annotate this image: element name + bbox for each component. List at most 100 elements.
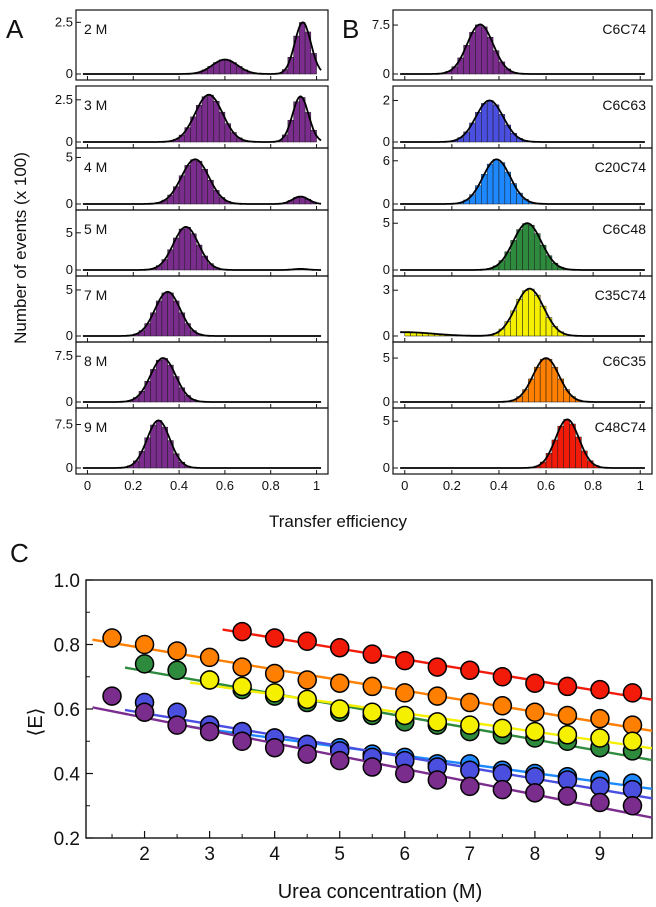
panel-b-row-label: C48C74 [595,419,647,435]
panel-a-hist-bar [287,119,294,143]
panel-b-hist-bar [486,100,494,143]
c-data-point [199,670,220,690]
panel-a-hist-bar [201,96,208,143]
c-series-4 [189,715,653,793]
panel-a-fit-curve [82,158,322,205]
c-data-point [264,683,285,703]
c-data-point [329,750,350,771]
panel-b-hist-bar [522,223,529,271]
c-data-point [297,689,317,710]
c-x-axis-title: Urea concentration (M) [278,881,483,903]
panel-a-y-tick-label: 5 [66,149,73,164]
c-data-point [590,792,610,813]
panel-a-y-tick-label: 0 [66,134,73,149]
c-data-point [460,715,480,735]
c-data-point [297,670,317,690]
panel-a-hist-bar [167,292,174,337]
c-data-point [232,731,252,751]
panel-a-y-tick-label: 0 [66,262,73,277]
panel-a-fit-curve [82,21,322,75]
c-data-point [297,744,317,764]
c-data-point [102,628,122,648]
c-data-point [427,657,448,677]
c-data-point [557,725,578,745]
panel-b-fit-curve [400,99,645,143]
panel-b-row-label: C6C74 [602,21,646,37]
c-data-point [590,679,610,700]
c-data-point [362,757,383,777]
panel-b-row-label: C6C63 [602,97,646,113]
panel-b-y-tick-label: 5 [383,413,390,428]
panel-b-x-tick-label: 0 [401,478,408,493]
c-data-point [264,628,285,648]
panel-b-hist-bar [475,24,482,75]
c-data-point [590,776,610,797]
panel-letter-c: C [10,538,29,568]
c-data-point [525,673,545,693]
c-y-tick-label: 0.6 [54,700,80,721]
c-data-point [362,676,383,697]
c-fit-line [189,725,653,791]
panel-b-fit-curve [400,158,645,205]
panel-a-x-tick-label: 0.2 [124,478,142,493]
c-data-point [460,660,480,681]
panel-b-y-tick-label: 0 [383,196,390,211]
panel-a-x-tick-label: 0.4 [170,478,188,493]
panel-letter-a: A [6,14,24,44]
panel-a-hist-bar [155,420,163,469]
c-y-tick-label: 0.4 [54,765,81,786]
c-data-point [557,705,578,726]
panel-a-y-tick-label: 2.5 [55,14,73,29]
panel-a-row-frame [75,9,329,81]
panel-b-hist-bar [498,162,506,205]
c-data-point [395,705,415,726]
panel-c-scatter: 2 3 4 5 6 7 8 9 0.2 0.4 0.6 0.8 1.0 [54,571,653,865]
panel-a-row-4: 0 5 7 M [66,275,329,343]
c-data-point [232,676,252,697]
panel-b-row-label: C6C48 [602,221,646,237]
panel-a-x-tick-label: 0.6 [216,478,234,493]
c-y-tick-label: 0.8 [54,636,80,657]
panel-b-y-tick-label: 0 [383,460,390,475]
panel-letter-b: B [342,14,359,44]
c-data-point [460,692,480,713]
c-data-point [395,650,415,671]
panel-a-x-tick-label: 1 [313,478,320,493]
c-data-point [329,699,350,719]
panel-a-row-3: 0 5 5 M [66,209,329,277]
c-data-point [525,702,545,722]
panel-b-fit-curve [400,418,645,469]
panel-a-row-frame [75,341,329,409]
panel-a-x-tick-label: 0.8 [262,478,280,493]
c-data-point [329,673,350,693]
c-data-point [622,796,643,816]
c-y-tick-label: 1.0 [54,571,80,592]
panel-a-fit-curve [82,93,322,143]
panel-b-row-frame [392,9,653,81]
panel-a-row-label: 8 M [84,353,107,369]
panel-b-fit-curve [400,23,645,75]
panel-a-hist-bar [190,159,197,205]
c-data-point [492,667,513,687]
c-x-tick-label: 3 [204,844,215,865]
panel-b-row-label: C35C74 [595,287,647,303]
c-data-point [395,763,415,784]
panel-a-row-frame [75,275,329,343]
c-data-point [460,776,480,797]
panel-b-y-tick-label: 7.5 [372,17,390,32]
panel-b-hist-bar [516,229,523,271]
c-data-point [557,676,578,697]
c-data-point [622,779,643,800]
panel-b-fit-curve [400,222,645,271]
c-x-tick-label: 4 [269,844,280,865]
panel-a-row-frame [75,407,329,475]
panel-b-row-frame [392,407,653,475]
panel-b-x-tick-label: 0.2 [443,478,461,493]
c-data-point [492,779,513,800]
panel-a-row-5: 0 7.5 8 M [55,341,329,409]
panel-b-row-1: 0 2 C6C63 [383,85,653,149]
panel-a-fit-curve [82,357,322,403]
c-data-point [362,644,383,664]
panel-a-y-tick-label: 0 [66,196,73,211]
panel-b-row-4: 0 3 C35C74 [383,275,653,343]
